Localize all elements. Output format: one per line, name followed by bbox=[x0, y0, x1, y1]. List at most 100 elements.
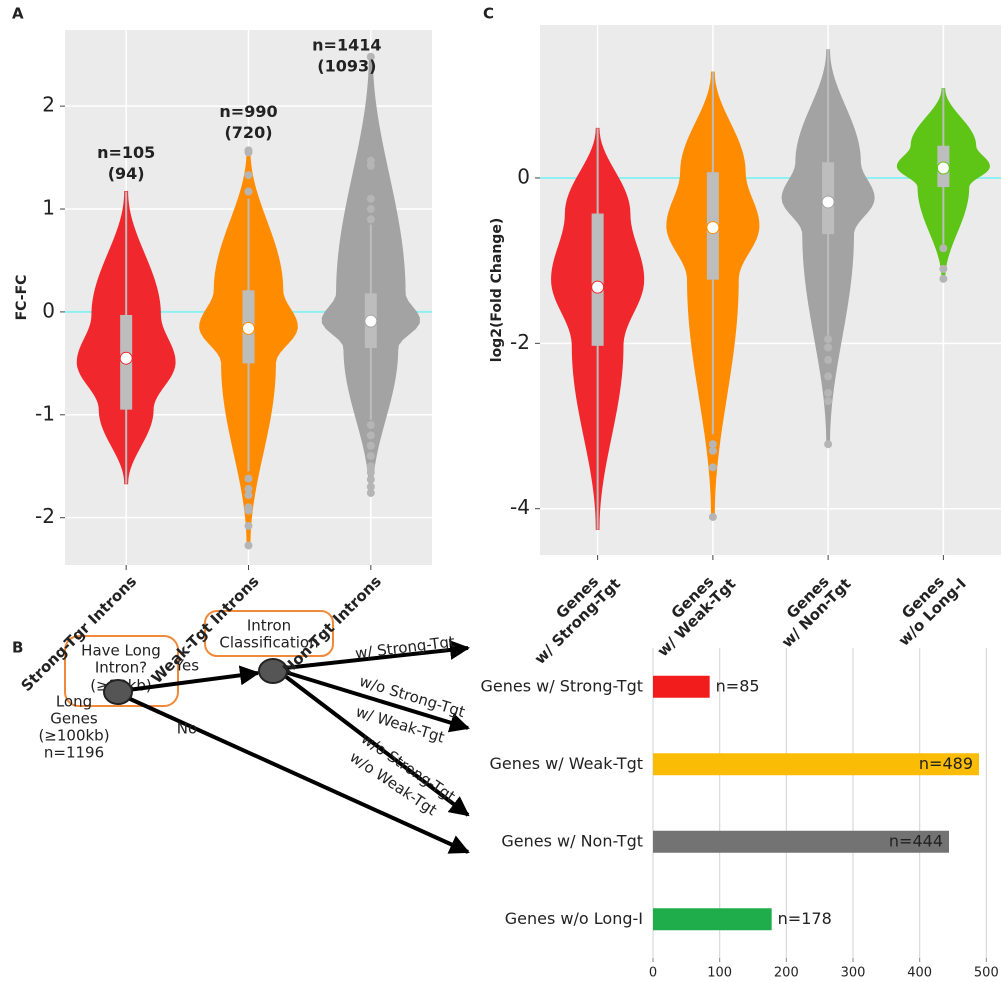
panel-label: B bbox=[12, 639, 23, 657]
outlier bbox=[244, 491, 253, 500]
x-tick-label: 300 bbox=[841, 966, 866, 981]
box-text: Classification bbox=[219, 634, 318, 652]
root-text: Long bbox=[56, 693, 92, 711]
node bbox=[258, 658, 288, 684]
y-axis-label: log2(Fold Change) bbox=[489, 218, 505, 362]
outlier bbox=[244, 541, 253, 550]
outlier bbox=[366, 482, 375, 491]
annotation: n=105 bbox=[97, 143, 155, 162]
x-tick-label: Genesw/ Weak-Tgt bbox=[641, 562, 739, 660]
edge-label: No bbox=[177, 720, 197, 738]
outlier bbox=[366, 468, 375, 477]
arrow bbox=[283, 674, 470, 817]
arrows bbox=[127, 640, 470, 854]
y-tick-label: -2 bbox=[35, 504, 55, 528]
x-tick-label: 400 bbox=[907, 966, 932, 981]
mean-point bbox=[119, 351, 133, 365]
y-tick-label: 2 bbox=[42, 93, 55, 117]
question-box bbox=[64, 635, 179, 707]
root-text: n=1196 bbox=[44, 744, 104, 762]
x-tick-label: Genesw/ Non-Tgt bbox=[766, 562, 855, 651]
outlier bbox=[366, 451, 375, 460]
category-label: Genes w/ Strong-Tgt bbox=[481, 676, 643, 695]
mean-point bbox=[706, 221, 720, 235]
outlier bbox=[366, 161, 375, 170]
y-tick-label: -4 bbox=[510, 495, 530, 519]
category-label: Genes w/o Long-I bbox=[505, 909, 643, 928]
outlier bbox=[824, 372, 833, 381]
root-text: (≥100kb) bbox=[38, 727, 109, 745]
outlier bbox=[708, 440, 717, 449]
outlier bbox=[366, 488, 375, 497]
outlier bbox=[824, 343, 833, 352]
arrow bbox=[127, 696, 470, 854]
box-text: Intron? bbox=[95, 659, 147, 677]
mean-point bbox=[821, 195, 835, 209]
outlier bbox=[824, 355, 833, 364]
mean-point bbox=[242, 321, 255, 335]
arrow bbox=[284, 670, 470, 733]
outlier bbox=[366, 431, 375, 440]
classification-box bbox=[204, 610, 334, 657]
outlier bbox=[244, 148, 253, 157]
bar bbox=[653, 830, 949, 853]
x-tick-label: 0 bbox=[649, 966, 657, 981]
box bbox=[591, 213, 604, 346]
y-tick-label: 0 bbox=[42, 298, 55, 322]
x-tick-label: Genesw/o Long-I bbox=[882, 562, 969, 649]
outlier bbox=[366, 205, 375, 214]
outlier bbox=[824, 335, 833, 344]
edge-label: w/ Strong-Tgt bbox=[354, 632, 456, 662]
outlier bbox=[366, 441, 375, 450]
y-tick-label: 0 bbox=[517, 164, 530, 188]
bar bbox=[653, 675, 710, 698]
outlier bbox=[366, 194, 375, 203]
x-tick-label: 100 bbox=[707, 966, 732, 981]
root-text: Genes bbox=[50, 710, 98, 728]
x-tick-label: Weak-Tgt Introns bbox=[148, 572, 263, 687]
annotation: (94) bbox=[108, 164, 145, 183]
mean-point bbox=[936, 161, 950, 175]
annotation: (1093) bbox=[317, 57, 376, 76]
outlier bbox=[824, 388, 833, 397]
x-tick-label: 500 bbox=[974, 966, 999, 981]
category-label: Genes w/ Non-Tgt bbox=[501, 831, 643, 850]
outlier bbox=[366, 462, 375, 471]
outlier bbox=[708, 446, 717, 455]
value-label: n=85 bbox=[716, 676, 760, 695]
y-tick-label: -2 bbox=[510, 330, 530, 354]
panel-label: A bbox=[12, 5, 24, 23]
value-label: n=489 bbox=[919, 754, 973, 773]
outlier bbox=[708, 512, 717, 521]
outlier bbox=[708, 463, 717, 472]
outlier bbox=[939, 274, 948, 283]
outlier bbox=[824, 440, 833, 449]
bar bbox=[653, 908, 772, 931]
y-axis-label: FC-FC bbox=[14, 275, 30, 321]
x-tick-label: Genesw/ Strong-Tgt bbox=[518, 562, 623, 667]
category-label: Genes w/ Weak-Tgt bbox=[489, 754, 643, 773]
node bbox=[103, 679, 133, 705]
mean-point bbox=[364, 314, 378, 328]
outlier bbox=[244, 474, 253, 483]
value-label: n=178 bbox=[778, 909, 832, 928]
value-label: n=444 bbox=[889, 831, 943, 850]
outlier bbox=[244, 187, 253, 196]
outlier bbox=[366, 475, 375, 484]
outlier bbox=[824, 397, 833, 406]
box-text: Intron bbox=[247, 617, 291, 635]
outlier bbox=[939, 244, 948, 253]
outlier bbox=[366, 215, 375, 224]
flow-diagram: Have Long Intron? (≥30kb) Intron Classif… bbox=[38, 610, 470, 854]
annotation: n=1414 bbox=[312, 36, 381, 55]
annotation: (720) bbox=[224, 123, 272, 142]
y-tick-label: 1 bbox=[42, 196, 55, 220]
y-tick-label: -1 bbox=[35, 401, 55, 425]
mean-point bbox=[591, 280, 605, 294]
outlier bbox=[244, 521, 253, 530]
arrow bbox=[284, 640, 470, 670]
box-text: Have Long bbox=[81, 642, 161, 660]
arrow bbox=[127, 665, 260, 692]
outlier bbox=[366, 421, 375, 430]
panel-label: C bbox=[483, 5, 494, 23]
